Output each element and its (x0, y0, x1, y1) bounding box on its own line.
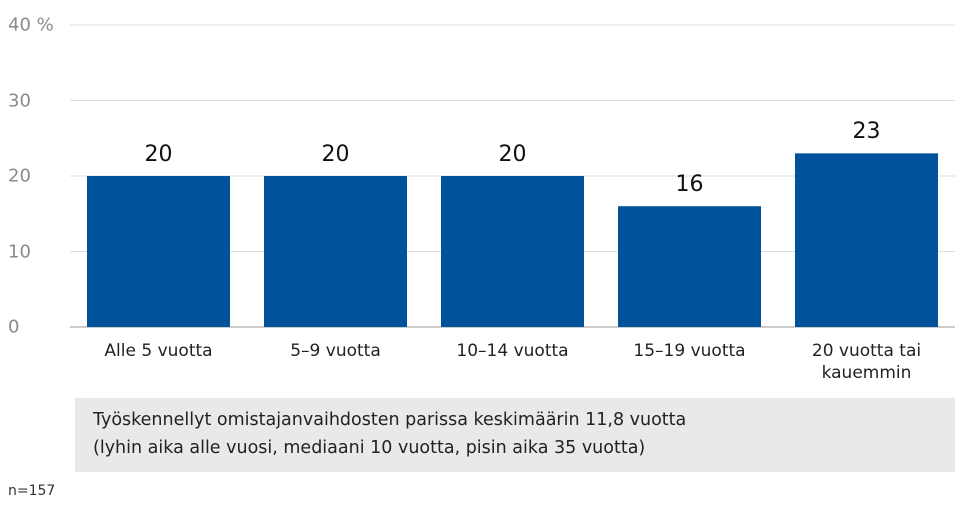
bar (264, 176, 407, 327)
value-label: 23 (852, 119, 881, 145)
footnote: n=157 (8, 483, 56, 499)
x-tick-label: 15–19 vuotta (633, 341, 746, 361)
bar (441, 176, 584, 327)
note-line: (lyhin aika alle vuosi, mediaani 10 vuot… (93, 438, 646, 458)
y-tick-label: 20 (8, 165, 31, 187)
value-label: 20 (321, 142, 350, 167)
x-tick-label: Alle 5 vuotta (104, 341, 213, 361)
bar (87, 176, 230, 327)
x-tick-label: 5–9 vuotta (290, 341, 381, 361)
value-label: 20 (144, 142, 173, 167)
y-tick-label: 40 % (8, 14, 54, 36)
value-label: 20 (498, 142, 527, 167)
y-tick-label: 10 (8, 241, 31, 262)
y-tick-label: 0 (8, 316, 20, 338)
y-tick-label: 30 (8, 90, 31, 111)
x-tick-label: 20 vuotta tai kauemmin (811, 341, 922, 383)
value-label: 16 (675, 172, 704, 198)
bar (618, 206, 761, 327)
x-tick-label: 10–14 vuotta (456, 341, 569, 361)
note-box: Työskennellyt omistajanvaihdosten pariss… (75, 398, 955, 472)
note-line: Työskennellyt omistajanvaihdosten pariss… (93, 410, 687, 430)
bar (795, 153, 938, 327)
